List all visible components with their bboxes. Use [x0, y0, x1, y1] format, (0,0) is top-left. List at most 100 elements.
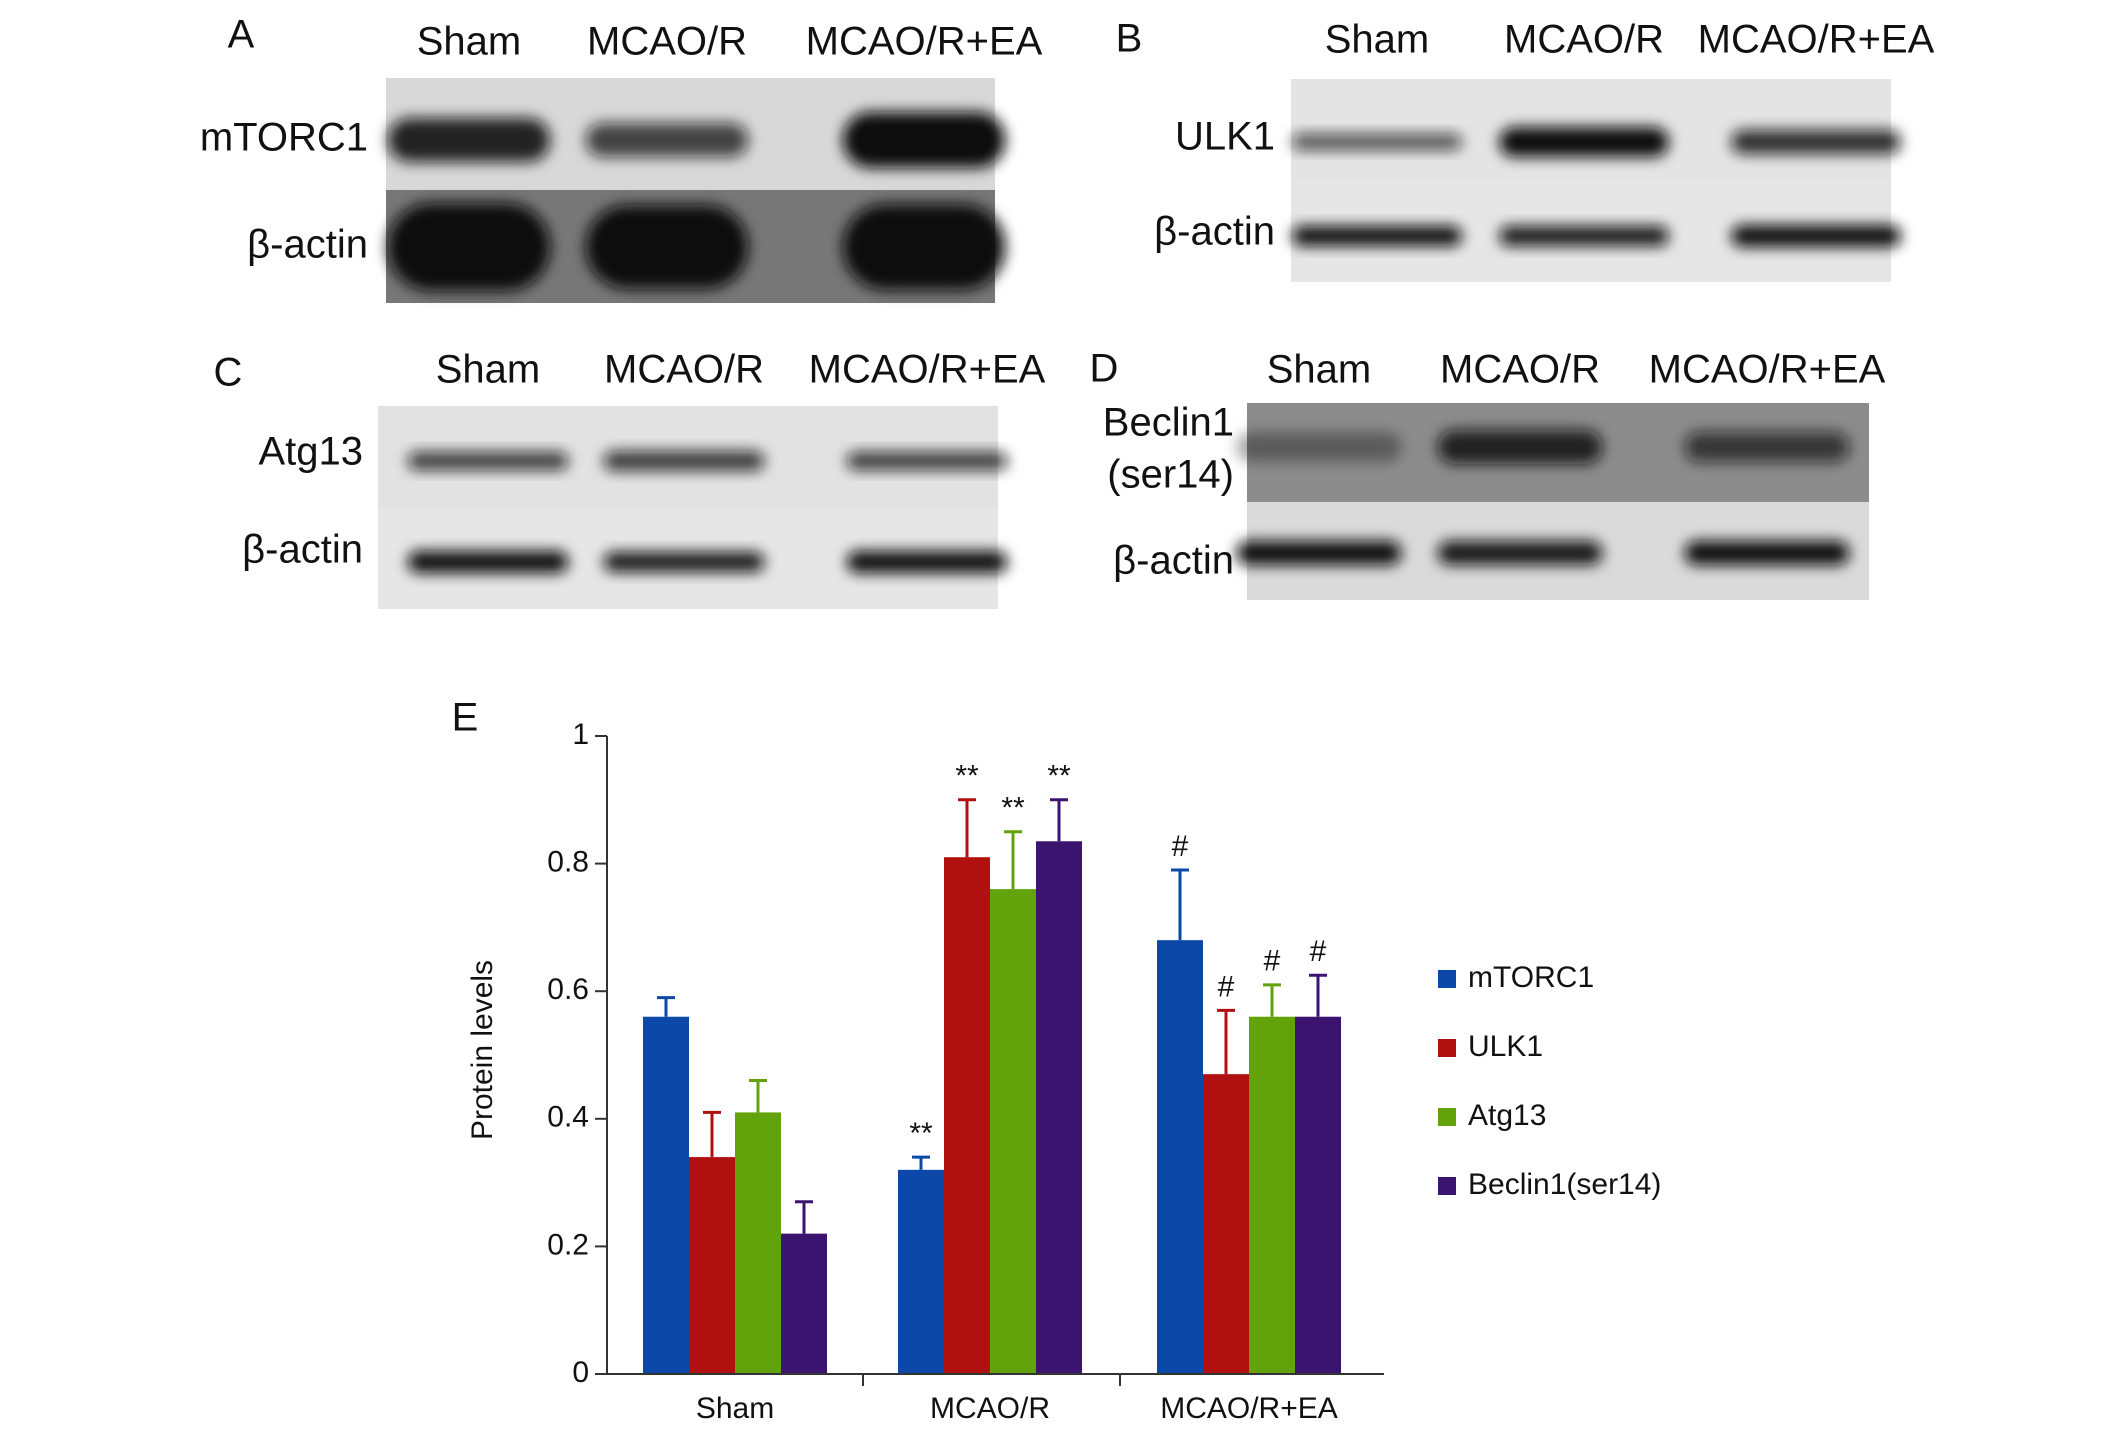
- error-bar: [1050, 798, 1068, 842]
- bar: [898, 1169, 944, 1374]
- bar: [689, 1157, 735, 1374]
- x-tick-label: MCAO/R+EA: [1160, 1392, 1338, 1425]
- lane-label: MCAO/R+EA: [806, 20, 1043, 64]
- panel-label: E: [452, 696, 479, 740]
- bar: [990, 889, 1036, 1374]
- bar: [643, 1016, 689, 1374]
- error-bar: [795, 1200, 813, 1234]
- y-tick-label: 1: [572, 718, 589, 751]
- significance-marker: #: [1310, 935, 1327, 968]
- lane-label: Sham: [1325, 18, 1430, 62]
- band: [846, 551, 1008, 573]
- row-label: mTORC1: [200, 116, 368, 160]
- panel-label: C: [214, 351, 243, 395]
- panel-label: B: [1116, 17, 1143, 61]
- legend-label: Beclin1(ser14): [1468, 1168, 1661, 1201]
- band: [842, 204, 1006, 290]
- row-label: β-actin: [247, 223, 368, 267]
- error-bar: [912, 1155, 930, 1170]
- band: [407, 551, 569, 573]
- row-label: β-actin: [1113, 539, 1234, 583]
- significance-marker: #: [1172, 830, 1189, 863]
- bar: [1036, 841, 1082, 1374]
- error-bar: [749, 1079, 767, 1113]
- error-bar: [1171, 868, 1189, 941]
- legend-swatch: [1438, 970, 1456, 988]
- row-label: Beclin1: [1103, 401, 1234, 445]
- band: [842, 112, 1006, 168]
- y-tick-label: 0.8: [547, 846, 589, 879]
- row-label: Atg13: [258, 430, 363, 474]
- panel-label: A: [228, 13, 255, 57]
- y-tick-label: 0.6: [547, 973, 589, 1006]
- band: [387, 118, 551, 162]
- row-label: β-actin: [242, 528, 363, 572]
- row-label: β-actin: [1154, 210, 1275, 254]
- band: [1499, 127, 1669, 157]
- y-tick-label: 0.2: [547, 1228, 589, 1261]
- band: [585, 205, 749, 289]
- row-label: ULK1: [1175, 115, 1275, 159]
- significance-marker: #: [1218, 970, 1235, 1003]
- band: [846, 452, 1008, 470]
- error-bar: [657, 996, 675, 1017]
- bar: [944, 857, 990, 1374]
- error-bar: [1309, 973, 1327, 1017]
- legend-label: ULK1: [1468, 1030, 1543, 1063]
- error-bar: [1004, 830, 1022, 890]
- band: [1236, 432, 1402, 462]
- bar: [1203, 1074, 1249, 1374]
- significance-marker: #: [1264, 945, 1281, 978]
- row-label: (ser14): [1107, 453, 1234, 497]
- lane-label: MCAO/R: [1440, 348, 1600, 392]
- error-bar: [703, 1110, 721, 1158]
- band: [1731, 225, 1901, 247]
- legend-swatch: [1438, 1039, 1456, 1057]
- bar: [735, 1112, 781, 1374]
- lane-label: MCAO/R: [604, 348, 764, 392]
- panel-label: D: [1090, 347, 1119, 391]
- legend-label: Atg13: [1468, 1099, 1546, 1132]
- band: [407, 452, 569, 470]
- band: [1684, 541, 1850, 565]
- legend-swatch: [1438, 1177, 1456, 1195]
- bar: [1295, 1016, 1341, 1374]
- error-bar: [1217, 1008, 1235, 1075]
- band: [1437, 430, 1603, 464]
- lane-label: MCAO/R+EA: [1649, 348, 1886, 392]
- band: [1236, 541, 1402, 565]
- band: [585, 123, 749, 157]
- significance-marker: **: [955, 760, 979, 793]
- error-bar: [958, 798, 976, 858]
- significance-marker: **: [1001, 792, 1025, 825]
- bar: [781, 1233, 827, 1374]
- band: [603, 552, 765, 572]
- y-tick-label: 0.4: [547, 1101, 589, 1134]
- band: [1292, 226, 1462, 246]
- band: [1499, 226, 1669, 246]
- lane-label: Sham: [436, 348, 541, 392]
- error-bar: [1263, 983, 1281, 1017]
- band: [1292, 134, 1462, 150]
- legend-swatch: [1438, 1108, 1456, 1126]
- band: [603, 451, 765, 471]
- band: [1437, 541, 1603, 565]
- lane-label: MCAO/R+EA: [1698, 18, 1935, 62]
- lane-label: MCAO/R+EA: [809, 348, 1046, 392]
- significance-marker: **: [909, 1117, 933, 1150]
- lane-label: MCAO/R: [1504, 18, 1664, 62]
- bar: [1157, 940, 1203, 1374]
- band: [1731, 130, 1901, 154]
- band: [387, 203, 551, 291]
- bar: [1249, 1016, 1295, 1374]
- y-axis-label: Protein levels: [466, 960, 499, 1140]
- x-tick-label: Sham: [696, 1392, 774, 1425]
- lane-label: Sham: [1267, 348, 1372, 392]
- significance-marker: **: [1047, 760, 1071, 793]
- x-tick-label: MCAO/R: [930, 1392, 1050, 1425]
- lane-label: Sham: [417, 20, 522, 64]
- lane-label: MCAO/R: [587, 20, 747, 64]
- band: [1684, 432, 1850, 462]
- legend-label: mTORC1: [1468, 961, 1594, 994]
